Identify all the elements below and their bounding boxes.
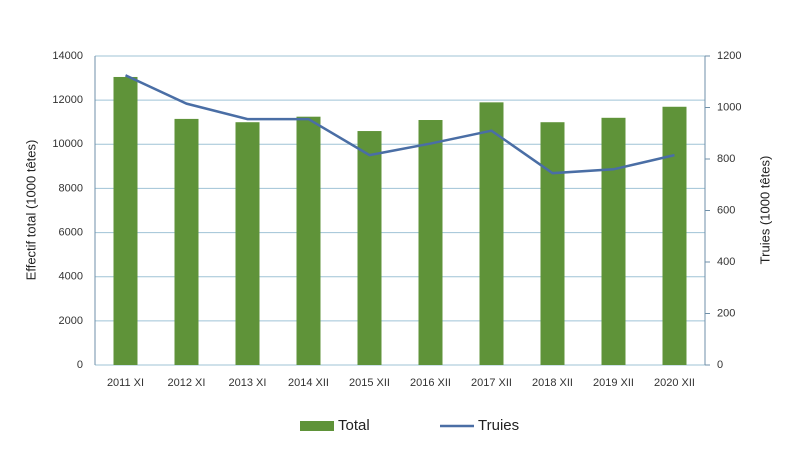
y-tick-label: 4000 xyxy=(59,271,83,283)
x-tick-label: 2017 XII xyxy=(471,377,512,389)
x-tick-label: 2016 XII xyxy=(410,377,451,389)
bar xyxy=(113,76,138,365)
x-tick-label: 2012 XI xyxy=(168,377,206,389)
bar xyxy=(601,117,626,365)
y2-axis-title: Truies (1000 têtes) xyxy=(757,156,772,265)
y-tick-label: 6000 xyxy=(59,226,83,238)
legend-text: Truies xyxy=(478,417,519,434)
legend-text: Total xyxy=(338,417,370,434)
y-tick-label: 14000 xyxy=(52,50,83,62)
y-tick-label: 10000 xyxy=(52,138,83,150)
y2-tick-label: 200 xyxy=(717,307,735,319)
x-tick-label: 2011 XI xyxy=(107,377,144,389)
y2-tick-label: 400 xyxy=(717,256,735,268)
y2-tick-label: 600 xyxy=(717,204,735,216)
x-tick-label: 2014 XII xyxy=(288,377,329,389)
y-tick-label: 2000 xyxy=(59,315,83,327)
bar xyxy=(418,120,443,365)
y-axis-title: Effectif total (1000 têtes) xyxy=(23,140,38,281)
x-tick-label: 2013 XI xyxy=(229,377,267,389)
x-tick-label: 2018 XII xyxy=(532,377,573,389)
y-tick-label: 0 xyxy=(77,359,83,371)
y2-tick-label: 800 xyxy=(717,153,735,165)
y2-tick-label: 1200 xyxy=(717,50,741,62)
x-tick-label: 2015 XII xyxy=(349,377,390,389)
legend-swatch xyxy=(300,421,334,431)
bar xyxy=(479,102,504,365)
y2-tick-label: 1000 xyxy=(717,101,741,113)
y-tick-label: 8000 xyxy=(59,182,83,194)
bar xyxy=(174,118,199,366)
bar xyxy=(540,122,565,365)
bar xyxy=(235,122,260,365)
line xyxy=(124,74,675,175)
bar xyxy=(296,116,321,365)
bar xyxy=(662,106,687,365)
x-tick-label: 2019 XII xyxy=(593,377,634,389)
bar xyxy=(357,131,382,365)
x-tick-label: 2020 XII xyxy=(654,377,695,389)
y-tick-label: 12000 xyxy=(52,94,83,106)
y2-tick-label: 0 xyxy=(717,359,723,371)
